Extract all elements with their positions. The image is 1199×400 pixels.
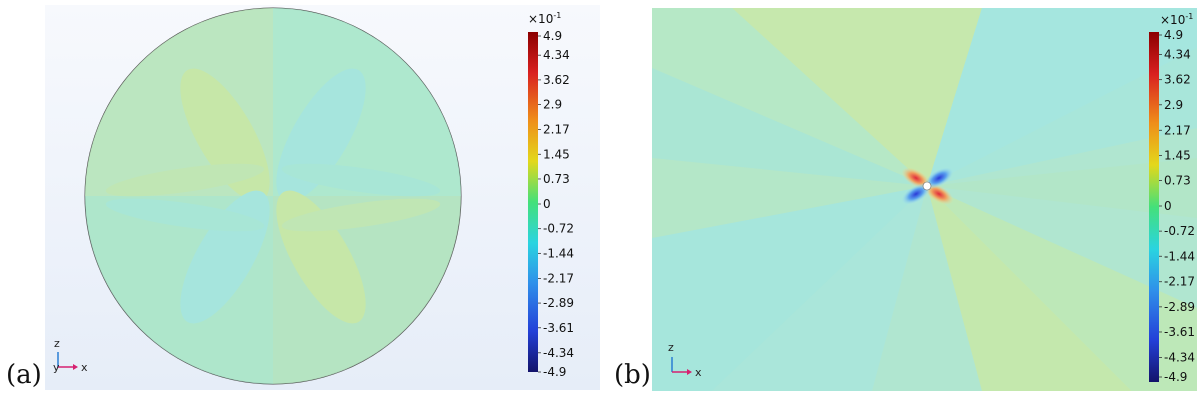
axis-triad-a: z x y <box>53 337 88 374</box>
colorbar-a-tick-label: -1.44 <box>543 246 574 260</box>
axis-label-z-b: z <box>668 341 674 354</box>
axis-triad-b: z x <box>668 341 702 379</box>
colorbar-b-tick-label: 2.17 <box>1164 123 1191 137</box>
panel-a-plot: ×10-1 4.9 4.34 3.62 2.9 2.17 1.45 0.73 0 -0.72 -1… <box>45 5 600 390</box>
colorbar-b-tick-label: 1.45 <box>1164 148 1191 162</box>
axis-label-x-b: x <box>695 366 702 379</box>
colorbar-b-tick-label: 2.9 <box>1164 98 1183 112</box>
colorbar-a-tick-label: 4.9 <box>543 29 562 43</box>
colorbar-a-tick-label: 2.17 <box>543 123 570 137</box>
disc-field <box>84 7 462 385</box>
panel-b: ×10-1 4.9 4.34 3.62 2.9 2.17 1.45 0.73 0 -0.72 -1… <box>652 8 1197 391</box>
colorbar-b-tick-label: 4.34 <box>1164 48 1191 62</box>
colorbar-a-tick-label: -4.9 <box>543 365 566 379</box>
colorbar-b-tick-label: 3.62 <box>1164 73 1191 87</box>
colorbar-a-tick-label: -2.17 <box>543 271 574 285</box>
colorbar-exponent-b: ×10-1 <box>1160 12 1193 27</box>
colorbar-a-tick-label: -2.89 <box>543 296 574 310</box>
colorbar-a-tick-label: 0.73 <box>543 172 570 186</box>
colorbar-a-tick-label: -3.61 <box>543 321 574 335</box>
colorbar-gradient-b <box>1149 32 1159 382</box>
colorbar-a: ×10-1 4.9 4.34 3.62 2.9 2.17 1.45 0.73 0 -0.72 -1… <box>528 11 574 379</box>
axis-label-x: x <box>81 361 88 374</box>
colorbar-a-tick-label: 4.34 <box>543 48 570 62</box>
colorbar-a-tick-label: 1.45 <box>543 147 570 161</box>
panel-label-b: (b) <box>614 360 651 390</box>
colorbar-b-tick-label: -2.17 <box>1164 275 1195 289</box>
axis-label-z: z <box>54 337 60 350</box>
colorbar-a-tick-label: 3.62 <box>543 73 570 87</box>
colorbar-b-tick-label: -1.44 <box>1164 249 1195 263</box>
colorbar-b-tick-label: -4.9 <box>1164 370 1187 384</box>
panel-b-plot: ×10-1 4.9 4.34 3.62 2.9 2.17 1.45 0.73 0 -0.72 -1… <box>652 8 1197 391</box>
colorbar-b-tick-label: 0 <box>1164 199 1172 213</box>
panel-label-a: (a) <box>6 360 42 390</box>
colorbar-a-tick-label: -0.72 <box>543 222 574 236</box>
colorbar-a-tick-label: 0 <box>543 197 551 211</box>
colorbar-gradient-a <box>528 32 538 372</box>
colorbar-b-tick-label: -4.34 <box>1164 350 1195 364</box>
panel-a: ×10-1 4.9 4.34 3.62 2.9 2.17 1.45 0.73 0 -0.72 -1… <box>45 5 600 390</box>
colorbar-exponent-a: ×10-1 <box>528 11 561 26</box>
colorbar-b-tick-label: -2.89 <box>1164 300 1195 314</box>
colorbar-b-tick-label: -0.72 <box>1164 224 1195 238</box>
colorbar-a-tick-label: 2.9 <box>543 98 562 112</box>
colorbar-b: ×10-1 4.9 4.34 3.62 2.9 2.17 1.45 0.73 0 -0.72 -1… <box>1149 12 1195 384</box>
colorbar-b-tick-label: -3.61 <box>1164 325 1195 339</box>
field-plot-b <box>652 8 1197 391</box>
colorbar-b-tick-label: 4.9 <box>1164 28 1183 42</box>
colorbar-a-tick-label: -4.34 <box>543 346 574 360</box>
colorbar-b-tick-label: 0.73 <box>1164 174 1191 188</box>
axis-label-y: y <box>53 361 60 374</box>
